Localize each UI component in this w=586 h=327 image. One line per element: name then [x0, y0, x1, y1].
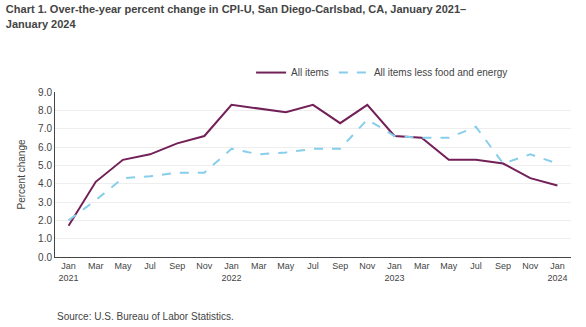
svg-text:Sep: Sep: [332, 261, 348, 271]
svg-text:Jan2022: Jan2022: [222, 261, 242, 283]
svg-text:May: May: [277, 261, 295, 271]
svg-text:4.0: 4.0: [38, 178, 52, 189]
svg-text:Mar: Mar: [88, 261, 104, 271]
svg-text:All items less food and energy: All items less food and energy: [374, 67, 507, 78]
svg-text:8.0: 8.0: [38, 105, 52, 116]
svg-text:Jan2021: Jan2021: [59, 261, 79, 283]
svg-text:0.0: 0.0: [38, 252, 52, 263]
svg-text:2.0: 2.0: [38, 215, 52, 226]
svg-text:Sep: Sep: [169, 261, 185, 271]
svg-text:Nov: Nov: [522, 261, 539, 271]
svg-text:May: May: [440, 261, 458, 271]
svg-text:Jan2023: Jan2023: [384, 261, 404, 283]
svg-text:All items: All items: [291, 67, 329, 78]
svg-text:9.0: 9.0: [38, 87, 52, 98]
svg-text:Jul: Jul: [470, 261, 482, 271]
svg-text:3.0: 3.0: [38, 197, 52, 208]
svg-text:Jul: Jul: [307, 261, 319, 271]
svg-text:Jul: Jul: [144, 261, 156, 271]
svg-text:7.0: 7.0: [38, 123, 52, 134]
svg-text:5.0: 5.0: [38, 160, 52, 171]
svg-text:Source: U.S. Bureau of Labor S: Source: U.S. Bureau of Labor Statistics.: [57, 311, 234, 322]
svg-text:Sep: Sep: [495, 261, 511, 271]
svg-text:Percent change: Percent change: [16, 139, 27, 209]
svg-text:Mar: Mar: [251, 261, 267, 271]
svg-text:6.0: 6.0: [38, 142, 52, 153]
svg-text:Nov: Nov: [359, 261, 376, 271]
svg-text:1.0: 1.0: [38, 233, 52, 244]
svg-text:May: May: [114, 261, 132, 271]
svg-text:Mar: Mar: [414, 261, 430, 271]
svg-text:Jan2024: Jan2024: [547, 261, 567, 283]
svg-text:Chart 1. Over-the-year percent: Chart 1. Over-the-year percent change in…: [6, 3, 466, 29]
svg-text:Nov: Nov: [196, 261, 213, 271]
